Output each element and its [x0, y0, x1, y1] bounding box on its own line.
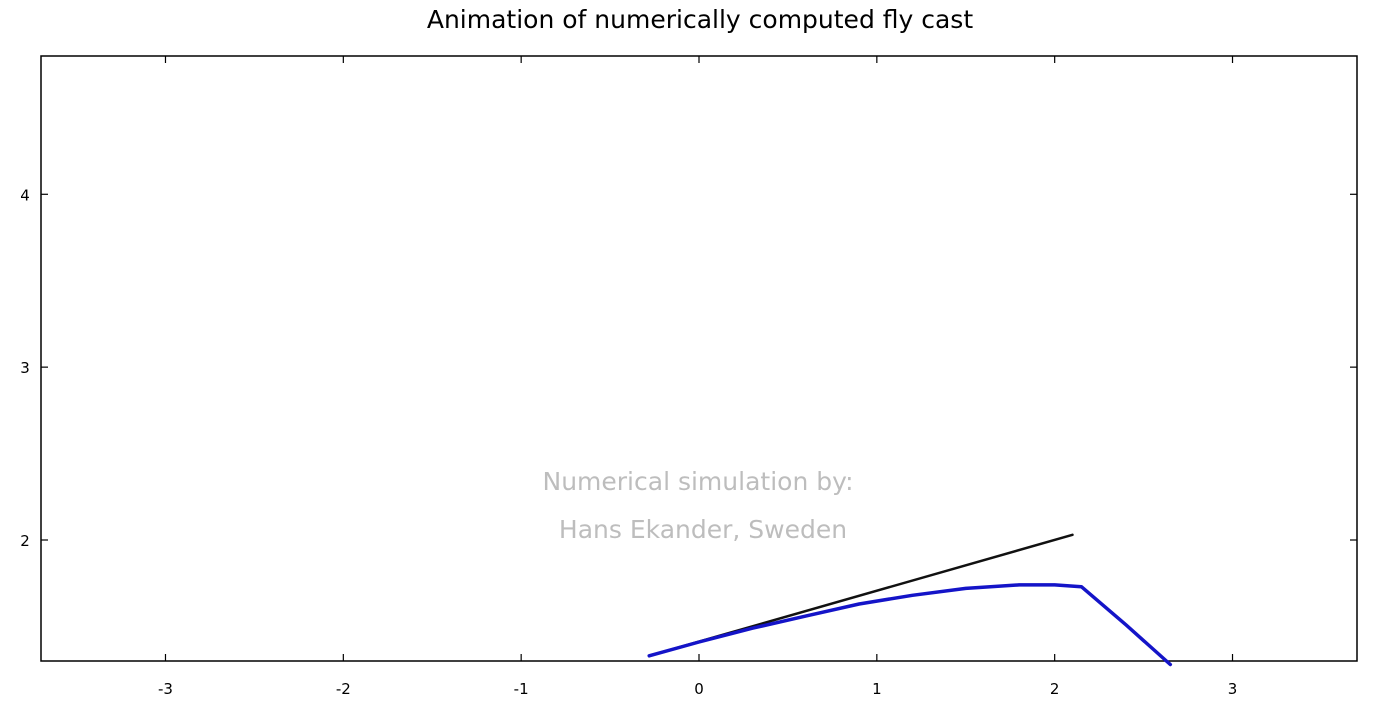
series-layer: [647, 533, 1173, 667]
plot-frame: [40, 55, 1358, 662]
x-tick-label: -1: [514, 680, 529, 698]
watermark-line-1: Numerical simulation by:: [543, 467, 854, 496]
x-tick-label: -3: [158, 680, 173, 698]
y-tick-label: 4: [20, 186, 30, 204]
axis-ticks: [41, 56, 1357, 661]
x-tick-label: 1: [872, 680, 882, 698]
y-tick-label: 2: [20, 532, 30, 550]
x-tick-label: 2: [1050, 680, 1060, 698]
chart-title: Animation of numerically computed fly ca…: [427, 5, 973, 34]
tick-labels: -3 -2 -1 0 1 2 3 2 3 4: [20, 186, 1237, 698]
x-tick-label: 3: [1228, 680, 1238, 698]
y-tick-label: 3: [20, 359, 30, 377]
fly-line: [647, 583, 1173, 667]
x-tick-label: 0: [694, 680, 704, 698]
watermark-line-2: Hans Ekander, Sweden: [559, 515, 847, 544]
watermark: Numerical simulation by: Hans Ekander, S…: [543, 467, 854, 544]
x-tick-label: -2: [336, 680, 351, 698]
